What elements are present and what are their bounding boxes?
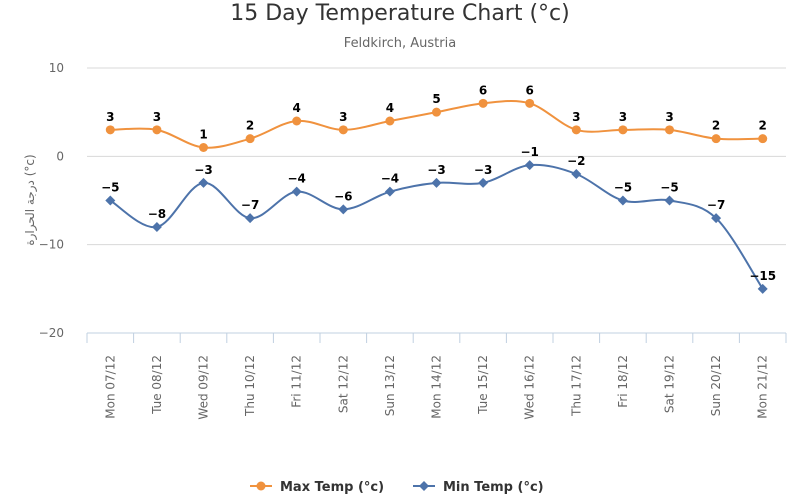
max-temp-data-label: 6 — [526, 83, 534, 97]
max-temp-point — [245, 134, 255, 144]
max-temp-data-label: 1 — [199, 128, 207, 142]
max-temp-point — [758, 134, 768, 144]
max-temp-point — [618, 125, 628, 135]
max-temp-data-label: 3 — [619, 110, 627, 124]
min-temp-point — [757, 283, 768, 294]
min-temp-data-label: −3 — [194, 163, 212, 177]
x-tick-label: Mon 21/12 — [756, 355, 770, 419]
min-temp-data-label: −8 — [148, 207, 166, 221]
legend-marker — [419, 481, 429, 491]
legend-label: Max Temp (°c) — [280, 480, 384, 495]
min-temp-data-label: −7 — [707, 198, 725, 212]
min-temp-point — [151, 222, 162, 232]
min-temp-data-label: −6 — [334, 189, 352, 203]
max-temp-data-label: 6 — [479, 83, 487, 97]
chart-title: 15 Day Temperature Chart (°c) — [230, 1, 570, 26]
min-temp-data-label: −1 — [520, 145, 538, 159]
max-temp-point — [478, 98, 488, 108]
y-tick-label: −20 — [39, 326, 64, 340]
min-temp-data-label: −4 — [287, 172, 305, 186]
x-tick-label: Sun 13/12 — [383, 355, 397, 416]
max-temp-point — [711, 134, 721, 144]
y-tick-label: −10 — [39, 238, 64, 252]
max-temp-data-label: 3 — [665, 110, 673, 124]
max-temp-point — [571, 125, 581, 135]
max-temp-point — [525, 98, 535, 108]
data-labels: 3 3 1 2 4 3 4 5 6 6 3 3 3 2 2 −5 −8 −3 −7 −4 −6 −4 −3 −3 −1 −2 −5 −… — [101, 83, 776, 283]
x-tick-label: Mon 14/12 — [430, 355, 444, 419]
max-temp-point — [152, 125, 162, 135]
x-axis: Mon 07/12 Tue 08/12 Wed 09/12 Thu 10/12 Fri … — [86, 332, 787, 420]
max-temp-point — [385, 116, 395, 126]
min-temp-point — [245, 213, 256, 224]
min-temp-data-label: −2 — [567, 154, 585, 168]
max-temp-data-label: 2 — [712, 119, 720, 133]
chart-subtitle: Feldkirch, Austria — [344, 36, 456, 51]
min-temp-data-label: −4 — [381, 172, 399, 186]
min-temp-point — [664, 195, 675, 206]
max-temp-point — [292, 116, 302, 126]
x-tick-label: Thu 17/12 — [569, 355, 583, 417]
legend-label: Min Temp (°c) — [443, 480, 544, 495]
max-temp-data-label: 3 — [339, 110, 347, 124]
max-temp-data-label: 3 — [572, 110, 580, 124]
min-temp-point — [571, 169, 582, 179]
x-tick-label: Wed 16/12 — [523, 355, 537, 420]
max-temp-data-label: 4 — [293, 101, 301, 115]
legend[interactable]: Max Temp (°c) Min Temp (°c) — [250, 480, 544, 495]
max-temp-data-label: 3 — [106, 110, 114, 124]
y-axis-label: درجة الحرارة (°c) — [23, 154, 38, 245]
x-tick-label: Tue 15/12 — [476, 355, 490, 415]
max-temp-point — [432, 107, 441, 117]
x-tick-label: Wed 09/12 — [197, 355, 211, 420]
max-temp-data-label: 4 — [386, 101, 394, 115]
min-temp-point — [105, 195, 116, 206]
min-temp-point — [431, 177, 442, 188]
min-temp-point — [291, 186, 302, 197]
x-tick-label: Mon 07/12 — [103, 355, 117, 419]
min-temp-data-label: −7 — [241, 198, 259, 212]
min-temp-data-label: −15 — [749, 269, 776, 283]
x-tick-label: Sat 19/12 — [663, 355, 677, 413]
min-temp-data-label: −3 — [427, 163, 445, 177]
y-axis-ticks: 10 0 −10 −20 — [39, 61, 64, 340]
max-temp-point — [338, 125, 348, 135]
max-temp-point — [665, 125, 674, 135]
x-tick-label: Thu 10/12 — [243, 355, 257, 417]
max-temp-data-label: 2 — [246, 119, 254, 133]
max-temp-data-label: 2 — [759, 119, 767, 133]
min-temp-point — [478, 177, 489, 188]
min-temp-point — [384, 186, 395, 197]
min-temp-point — [198, 177, 209, 188]
x-tick-label: Fri 18/12 — [616, 355, 630, 408]
min-temp-point — [338, 204, 349, 215]
min-temp-point — [524, 160, 535, 171]
grid-lines — [87, 67, 786, 246]
x-tick-label: Sat 12/12 — [336, 355, 350, 413]
x-tick-label: Sun 20/12 — [709, 355, 723, 416]
max-temp-point — [105, 125, 115, 135]
min-temp-data-label: −5 — [101, 181, 119, 195]
y-tick-label: 0 — [56, 149, 64, 163]
x-tick-label: Fri 11/12 — [290, 355, 304, 408]
min-temp-point — [617, 195, 628, 206]
y-tick-label: 10 — [49, 61, 64, 75]
max-temp-data-label: 3 — [153, 110, 161, 124]
min-temp-point — [711, 213, 722, 224]
legend-marker — [256, 481, 266, 491]
max-temp-point — [199, 143, 208, 152]
legend-item-min-temp[interactable]: Min Temp (°c) — [413, 480, 544, 495]
legend-item-max-temp[interactable]: Max Temp (°c) — [250, 480, 384, 495]
series-group — [105, 98, 768, 294]
max-temp-data-label: 5 — [432, 92, 440, 106]
min-temp-data-label: −3 — [474, 163, 492, 177]
min-temp-data-label: −5 — [614, 181, 632, 195]
min-temp-data-label: −5 — [660, 181, 678, 195]
x-tick-label: Tue 08/12 — [150, 355, 164, 415]
